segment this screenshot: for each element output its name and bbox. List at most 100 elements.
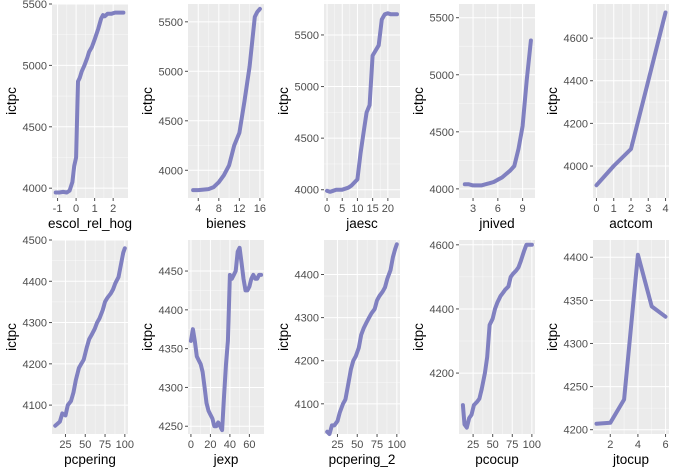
x-tick-label: -1 bbox=[53, 203, 63, 215]
x-axis-title: bienes bbox=[206, 216, 246, 231]
y-tick-label: 5500 bbox=[430, 13, 454, 25]
x-tick-label: 4 bbox=[635, 439, 641, 451]
series-line bbox=[460, 242, 534, 430]
y-axis-title: ictpc bbox=[545, 87, 560, 115]
y-tick-label: 4400 bbox=[564, 252, 588, 264]
x-tick-label: 20 bbox=[382, 203, 394, 215]
chart-panel-jexp: 0 20 40 60 4250 4300 4350 4400 4450 jexp ictpc bbox=[140, 240, 264, 467]
y-tick-label: 4250 bbox=[564, 382, 588, 394]
y-axis-title: ictpc bbox=[140, 87, 155, 115]
y-axis-title: ictpc bbox=[411, 323, 426, 351]
series-line bbox=[191, 6, 262, 193]
x-tick-label: 75 bbox=[506, 439, 518, 451]
panel-background bbox=[188, 240, 264, 434]
y-tick-label: 5000 bbox=[295, 82, 319, 94]
y-tick-label: 4200 bbox=[23, 359, 47, 371]
y-axis-title: ictpc bbox=[545, 323, 560, 351]
x-tick-label: 40 bbox=[224, 439, 236, 451]
y-tick-label: 4450 bbox=[159, 266, 183, 278]
x-axis-title: jaesc bbox=[345, 216, 378, 231]
y-axis-title: ictpc bbox=[276, 87, 291, 115]
y-axis-title: ictpc bbox=[276, 323, 291, 351]
y-tick-label: 5500 bbox=[295, 30, 319, 42]
x-tick-label: 0 bbox=[593, 203, 599, 215]
chart-panel-escol_rel_hog: -1 0 1 2 4000 4500 5000 5500 escol_rel_hog ictpc bbox=[4, 0, 132, 231]
x-axis-title: actcom bbox=[609, 216, 653, 231]
chart-panel-jnived: 3 6 9 4000 4500 5000 5500 jnived ictpc bbox=[411, 4, 535, 231]
chart-panel-pcpering: 25 50 75 100 4100 4200 4300 4400 4500 pcpering ict… bbox=[4, 235, 134, 467]
x-tick-label: 50 bbox=[351, 439, 363, 451]
y-tick-label: 4300 bbox=[564, 338, 588, 350]
y-tick-label: 4400 bbox=[23, 276, 47, 288]
panel-background bbox=[52, 4, 128, 198]
y-tick-label: 4600 bbox=[564, 33, 588, 45]
y-axis-title: ictpc bbox=[411, 87, 426, 115]
x-tick-label: 6 bbox=[495, 203, 501, 215]
y-tick-label: 5000 bbox=[430, 70, 454, 82]
y-tick-label: 5000 bbox=[159, 66, 183, 78]
x-tick-label: 100 bbox=[523, 439, 541, 451]
chart-panel-jtocup: 2 4 6 4200 4250 4300 4350 4400 jtocup ictpc bbox=[545, 240, 669, 467]
x-tick-label: 1 bbox=[92, 203, 98, 215]
y-axis-title: ictpc bbox=[4, 323, 19, 351]
x-axis-title: jexp bbox=[213, 452, 239, 467]
x-axis-title: escol_rel_hog bbox=[48, 216, 132, 231]
x-tick-label: 25 bbox=[467, 439, 479, 451]
series-line bbox=[53, 246, 127, 428]
series-line bbox=[325, 242, 399, 436]
x-tick-label: 4 bbox=[195, 203, 201, 215]
x-tick-label: 6 bbox=[662, 439, 668, 451]
y-tick-label: 5500 bbox=[159, 17, 183, 29]
x-tick-label: 8 bbox=[216, 203, 222, 215]
x-axis-title: pcpering_2 bbox=[329, 452, 396, 467]
y-tick-label: 4200 bbox=[564, 425, 588, 437]
y-tick-label: 4000 bbox=[295, 185, 319, 197]
x-tick-label: 60 bbox=[243, 439, 255, 451]
series-line bbox=[594, 252, 668, 426]
x-tick-label: 5 bbox=[339, 203, 345, 215]
y-tick-label: 4100 bbox=[295, 399, 319, 411]
y-tick-label: 4400 bbox=[564, 76, 588, 88]
x-tick-label: 0 bbox=[324, 203, 330, 215]
x-tick-label: 100 bbox=[116, 439, 134, 451]
chart-panel-jaesc: 0 5 10 15 20 4000 4500 5000 5500 jaesc ictpc bbox=[276, 4, 400, 231]
x-tick-label: 25 bbox=[331, 439, 343, 451]
y-tick-label: 4200 bbox=[564, 118, 588, 130]
x-tick-label: 2 bbox=[607, 439, 613, 451]
chart-panel-pcocup: 25 50 75 100 4200 4400 4600 pcocup ictpc bbox=[411, 240, 541, 467]
y-axis-title: ictpc bbox=[4, 87, 19, 115]
x-axis-title: pcpering bbox=[64, 452, 116, 467]
x-tick-label: 3 bbox=[645, 203, 651, 215]
series-line bbox=[188, 245, 264, 433]
y-tick-label: 4200 bbox=[295, 356, 319, 368]
panel-background bbox=[459, 240, 535, 434]
x-tick-label: 100 bbox=[388, 439, 406, 451]
y-tick-label: 4250 bbox=[159, 421, 183, 433]
x-axis-title: jtocup bbox=[612, 452, 649, 467]
panel-background bbox=[324, 4, 400, 198]
y-tick-label: 5000 bbox=[23, 60, 47, 72]
x-tick-label: 2 bbox=[628, 203, 634, 215]
series-line bbox=[325, 11, 399, 194]
x-tick-label: 16 bbox=[254, 203, 266, 215]
y-tick-label: 4500 bbox=[159, 116, 183, 128]
y-tick-label: 4500 bbox=[23, 122, 47, 134]
x-tick-label: 1 bbox=[611, 203, 617, 215]
y-tick-label: 4350 bbox=[564, 295, 588, 307]
y-tick-label: 4000 bbox=[159, 165, 183, 177]
x-tick-label: 3 bbox=[470, 203, 476, 215]
y-tick-label: 4400 bbox=[430, 304, 454, 316]
y-tick-label: 4500 bbox=[430, 127, 454, 139]
x-tick-label: 2 bbox=[110, 203, 116, 215]
series-line bbox=[53, 10, 126, 195]
series-line bbox=[594, 10, 668, 188]
y-tick-label: 4200 bbox=[430, 368, 454, 380]
y-tick-label: 4500 bbox=[295, 133, 319, 145]
x-tick-label: 50 bbox=[79, 439, 91, 451]
y-axis-title: ictpc bbox=[140, 323, 155, 351]
x-axis-title: jnived bbox=[478, 216, 514, 231]
chart-panel-bienes: 4 8 12 16 4000 4500 5000 5500 bienes ictpc bbox=[140, 4, 266, 231]
x-tick-label: 75 bbox=[371, 439, 383, 451]
x-tick-label: 10 bbox=[351, 203, 363, 215]
